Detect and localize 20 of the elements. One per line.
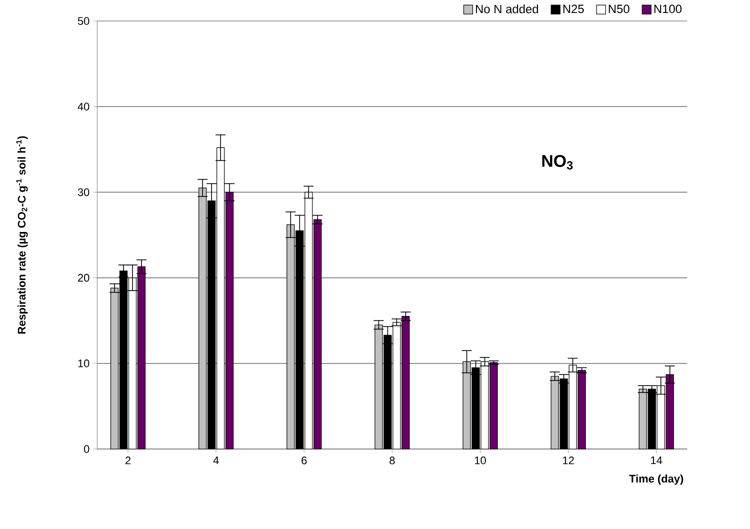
x-tick-label: 14 bbox=[651, 456, 662, 464]
x-tick-label: 10 bbox=[474, 456, 486, 464]
legend-label: No N added bbox=[476, 4, 538, 14]
y-tick-label: 40 bbox=[78, 102, 90, 110]
legend-label: N50 bbox=[608, 4, 630, 14]
x-tick-label: 12 bbox=[563, 456, 574, 464]
x-tick-label: 2 bbox=[126, 456, 130, 464]
y-tick-label: 50 bbox=[78, 17, 90, 25]
y-tick-label: 10 bbox=[78, 360, 90, 368]
y-tick-label: 30 bbox=[78, 188, 90, 196]
x-tick-label: 6 bbox=[302, 456, 307, 464]
x-tick-label: 8 bbox=[390, 456, 395, 464]
legend-label: N25 bbox=[563, 4, 584, 14]
y-axis-title: Respiration rate (µg CO$_{2}$-C g$^{-1}$ soil h$^{-1}$) bbox=[16, 136, 28, 334]
annotation: NO$_{3}$ bbox=[542, 154, 573, 170]
legend-label: N100 bbox=[654, 4, 682, 14]
x-tick-label: 4 bbox=[213, 456, 219, 464]
x-axis-title: Time (day) bbox=[629, 474, 684, 485]
y-tick-label: 20 bbox=[78, 274, 90, 282]
y-tick-label: 0 bbox=[84, 445, 90, 453]
